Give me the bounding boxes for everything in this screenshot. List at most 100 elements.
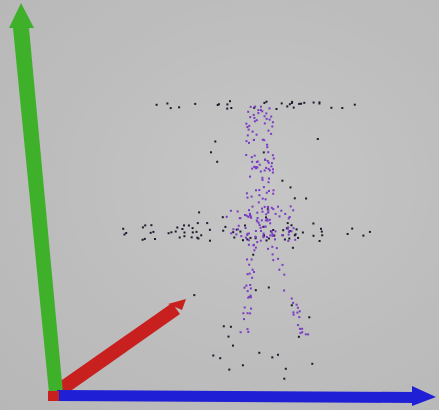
y-axis-head xyxy=(9,3,34,28)
purple-point xyxy=(255,161,258,163)
dark-point xyxy=(191,227,194,230)
purple-point xyxy=(249,294,252,297)
purple-point xyxy=(243,286,246,289)
purple-point xyxy=(268,218,271,221)
dark-point xyxy=(183,224,185,227)
purple-point xyxy=(243,306,246,309)
purple-point xyxy=(262,232,265,235)
dark-point xyxy=(227,335,230,338)
purple-point xyxy=(248,209,250,212)
purple-point xyxy=(248,272,251,275)
purple-point xyxy=(251,205,254,208)
purple-point xyxy=(287,226,290,229)
purple-point xyxy=(249,312,252,315)
purple-point xyxy=(257,201,260,204)
dark-point xyxy=(208,228,211,231)
purple-point xyxy=(290,230,293,233)
purple-point xyxy=(281,263,284,266)
purple-point xyxy=(260,230,262,232)
purple-point xyxy=(245,214,248,217)
purple-point xyxy=(264,158,266,161)
purple-point xyxy=(274,238,276,241)
dark-point xyxy=(183,231,186,234)
purple-point xyxy=(255,166,258,168)
purple-point xyxy=(244,214,246,216)
purple-point xyxy=(258,224,261,227)
purple-point xyxy=(274,212,277,215)
purple-point xyxy=(250,258,253,261)
z-axis-shaft xyxy=(52,303,180,397)
dark-point xyxy=(312,234,315,237)
purple-point xyxy=(246,126,249,128)
purple-point xyxy=(255,219,258,222)
purple-point xyxy=(270,162,273,165)
purple-point xyxy=(272,192,275,195)
purple-point xyxy=(270,132,273,135)
purple-point xyxy=(264,219,267,222)
purple-point xyxy=(290,297,293,300)
purple-point xyxy=(286,227,289,230)
purple-point xyxy=(269,222,272,225)
purple-point xyxy=(267,208,270,211)
purple-point xyxy=(295,303,298,306)
purple-point xyxy=(230,232,233,235)
z-axis-head xyxy=(168,299,186,310)
purple-point xyxy=(261,197,264,200)
purple-point xyxy=(247,239,250,242)
purple-point xyxy=(246,134,249,137)
purple-point xyxy=(255,133,258,136)
dark-point xyxy=(290,304,293,307)
purple-point xyxy=(272,208,275,211)
purple-point xyxy=(253,154,256,157)
origin-marker xyxy=(48,391,59,401)
purple-point xyxy=(246,328,249,331)
dark-point xyxy=(212,354,215,357)
purple-point xyxy=(258,194,261,197)
purple-point xyxy=(240,235,243,238)
point-cloud xyxy=(122,100,371,380)
dark-point xyxy=(283,377,286,380)
purple-point xyxy=(262,186,265,189)
dark-point xyxy=(174,230,177,233)
purple-point xyxy=(261,178,264,181)
purple-point xyxy=(245,122,248,125)
purple-point xyxy=(277,257,280,260)
dark-point xyxy=(222,229,225,232)
purple-point xyxy=(278,268,281,271)
dark-point xyxy=(351,227,354,230)
dark-point xyxy=(235,228,238,231)
purple-point xyxy=(270,230,273,233)
purple-point xyxy=(264,225,267,228)
purple-point xyxy=(251,276,254,279)
purple-point xyxy=(246,232,249,235)
purple-point xyxy=(267,211,269,214)
purple-point xyxy=(250,307,253,310)
x-axis-head xyxy=(412,386,436,406)
purple-point xyxy=(280,209,283,212)
purple-point xyxy=(235,233,238,236)
dark-point xyxy=(176,226,179,229)
purple-point xyxy=(253,165,256,168)
purple-point xyxy=(287,239,290,242)
purple-point xyxy=(254,246,257,249)
dark-point xyxy=(226,103,229,106)
purple-point xyxy=(246,290,249,293)
dark-point xyxy=(241,364,244,367)
purple-point xyxy=(271,121,274,124)
purple-point xyxy=(258,163,261,166)
dark-point xyxy=(141,238,144,241)
purple-point xyxy=(292,227,295,230)
dark-point xyxy=(330,106,333,109)
dark-point xyxy=(155,103,158,106)
purple-point xyxy=(270,165,273,168)
dark-point xyxy=(181,228,184,230)
purple-point xyxy=(259,105,262,108)
purple-point xyxy=(245,154,248,156)
purple-point xyxy=(249,105,252,108)
purple-point xyxy=(292,311,295,314)
purple-point xyxy=(265,191,268,194)
y-axis-shaft xyxy=(13,28,63,393)
dark-point xyxy=(272,229,275,231)
